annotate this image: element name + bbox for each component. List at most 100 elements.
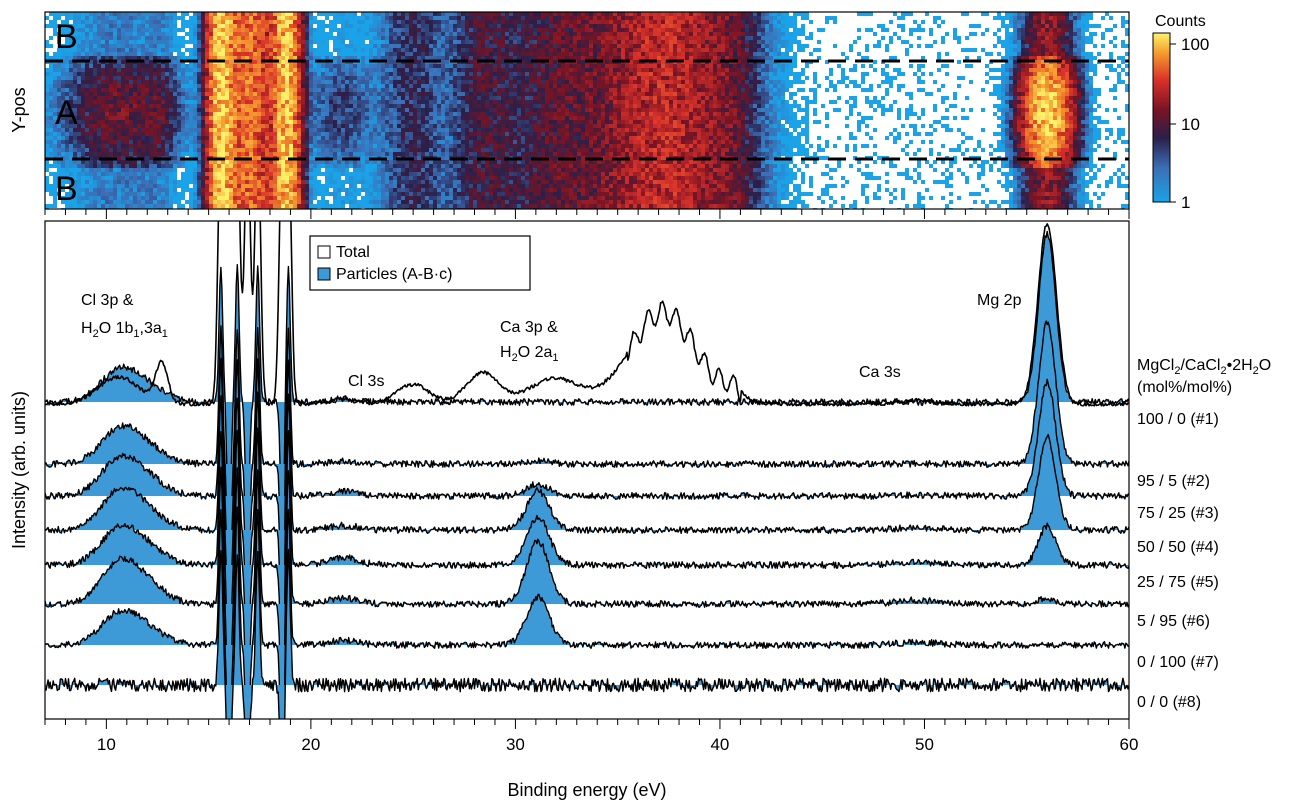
heat-cell: [221, 64, 225, 68]
heat-cell: [1057, 48, 1061, 52]
heat-cell: [149, 72, 153, 76]
heat-cell: [557, 64, 561, 68]
heat-cell: [293, 32, 297, 36]
heat-cell: [217, 56, 221, 60]
heat-cell: [693, 80, 697, 84]
heat-cell: [113, 16, 117, 20]
heat-cell: [1037, 44, 1041, 48]
heat-cell: [661, 28, 665, 32]
heat-cell: [885, 44, 889, 48]
heat-cell: [281, 48, 285, 52]
heat-cell: [785, 56, 789, 60]
heat-cell: [617, 76, 621, 80]
heat-cell: [289, 84, 293, 88]
heat-cell: [573, 72, 577, 76]
heat-cell: [405, 56, 409, 60]
heat-cell: [381, 64, 385, 68]
heat-cell: [545, 44, 549, 48]
heat-cell: [313, 84, 317, 88]
heat-cell: [57, 56, 61, 60]
heat-cell: [461, 20, 465, 24]
heat-cell: [65, 88, 69, 92]
heat-cell: [733, 72, 737, 76]
heat-cell: [473, 96, 477, 100]
heat-cell: [461, 72, 465, 76]
heat-cell: [117, 80, 121, 84]
heat-cell: [1053, 20, 1057, 24]
heat-cell: [905, 52, 909, 56]
heat-cell: [149, 40, 153, 44]
heat-cell: [629, 16, 633, 20]
heat-cell: [229, 36, 233, 40]
heat-cell: [221, 80, 225, 84]
heat-cell: [737, 72, 741, 76]
heat-cell: [293, 12, 297, 16]
heat-cell: [269, 96, 273, 100]
heat-cell: [65, 36, 69, 40]
heat-cell: [229, 20, 233, 24]
heat-cell: [537, 80, 541, 84]
heat-cell: [213, 28, 217, 32]
heat-cell: [733, 88, 737, 92]
heat-cell: [1089, 24, 1093, 28]
heat-cell: [1009, 24, 1013, 28]
heat-cell: [529, 24, 533, 28]
heat-cell: [341, 28, 345, 32]
heat-cell: [581, 76, 585, 80]
heat-cell: [81, 88, 85, 92]
heat-cell: [757, 76, 761, 80]
heat-cell: [1017, 88, 1021, 92]
heat-cell: [593, 24, 597, 28]
heat-cell: [1081, 12, 1085, 16]
heat-cell: [89, 48, 93, 52]
heat-cell: [649, 68, 653, 72]
heat-cell: [833, 20, 837, 24]
heat-cell: [769, 12, 773, 16]
heat-cell: [1017, 68, 1021, 72]
heat-cell: [1073, 28, 1077, 32]
heat-cell: [197, 20, 201, 24]
heat-cell: [297, 68, 301, 72]
heat-cell: [109, 48, 113, 52]
heat-cell: [281, 12, 285, 16]
heat-cell: [341, 68, 345, 72]
heat-cell: [641, 40, 645, 44]
heat-cell: [141, 56, 145, 60]
heat-cell: [737, 44, 741, 48]
heat-cell: [761, 36, 765, 40]
heat-cell: [125, 32, 129, 36]
heat-cell: [1089, 60, 1093, 64]
heat-cell: [521, 32, 525, 36]
heat-cell: [729, 32, 733, 36]
heat-cell: [701, 28, 705, 32]
heat-cell: [181, 88, 185, 92]
heat-cell: [277, 68, 281, 72]
heat-cell: [537, 16, 541, 20]
heat-cell: [681, 84, 685, 88]
heat-cell: [793, 28, 797, 32]
heat-cell: [185, 20, 189, 24]
heat-cell: [357, 16, 361, 20]
heat-cell: [301, 100, 305, 104]
heat-cell: [301, 76, 305, 80]
heat-cell: [337, 76, 341, 80]
heat-cell: [717, 32, 721, 36]
heat-cell: [201, 12, 205, 16]
heat-cell: [677, 52, 681, 56]
heat-cell: [241, 68, 245, 72]
heat-cell: [721, 16, 725, 20]
heat-cell: [453, 96, 457, 100]
heat-cell: [257, 64, 261, 68]
heat-cell: [953, 28, 957, 32]
heat-cell: [817, 56, 821, 60]
heat-cell: [205, 48, 209, 52]
heat-cell: [425, 56, 429, 60]
heat-cell: [337, 32, 341, 36]
heat-cell: [257, 60, 261, 64]
heat-cell: [657, 84, 661, 88]
heat-cell: [209, 56, 213, 60]
heat-cell: [241, 80, 245, 84]
heat-cell: [617, 64, 621, 68]
heat-cell: [729, 16, 733, 20]
heat-cell: [613, 16, 617, 20]
